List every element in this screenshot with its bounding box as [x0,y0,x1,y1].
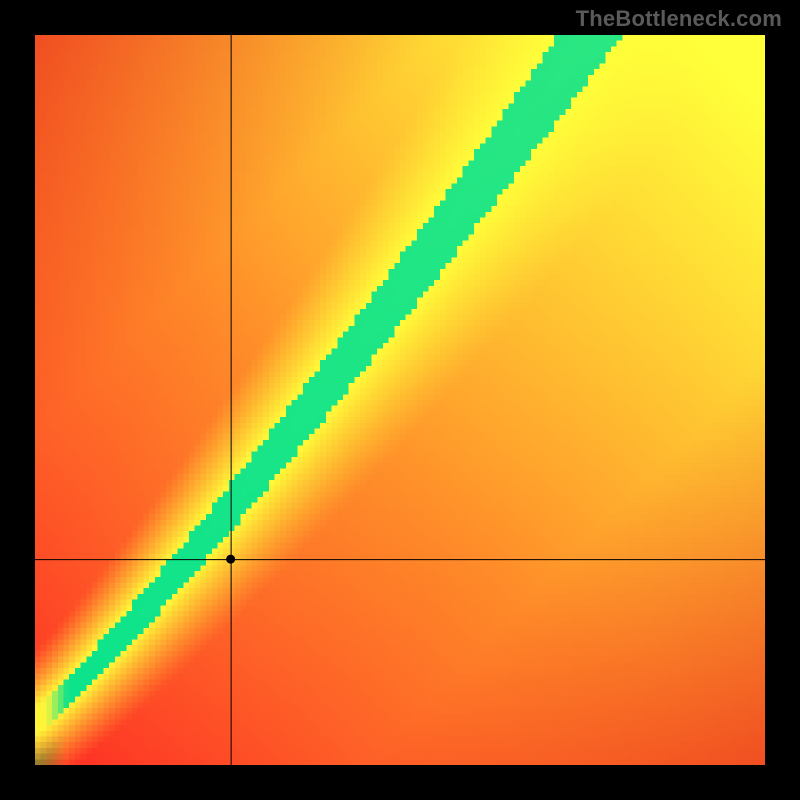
chart-frame: TheBottleneck.com [0,0,800,800]
attribution-text: TheBottleneck.com [576,6,782,32]
crosshair-overlay [35,35,765,765]
plot-area [35,35,765,765]
